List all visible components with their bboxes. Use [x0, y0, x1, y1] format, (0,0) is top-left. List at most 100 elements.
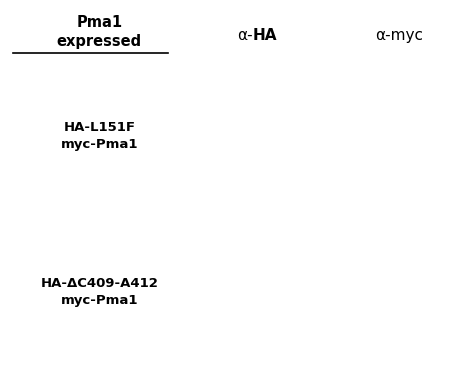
Ellipse shape [225, 221, 292, 280]
Ellipse shape [345, 157, 392, 194]
Ellipse shape [264, 168, 306, 203]
Ellipse shape [414, 77, 457, 115]
Ellipse shape [399, 112, 456, 161]
Ellipse shape [378, 72, 426, 111]
Ellipse shape [209, 170, 246, 201]
Ellipse shape [228, 103, 287, 181]
Ellipse shape [355, 107, 415, 159]
Ellipse shape [400, 114, 454, 159]
Ellipse shape [209, 171, 246, 200]
Ellipse shape [263, 250, 274, 262]
Ellipse shape [204, 64, 251, 105]
Ellipse shape [203, 63, 252, 105]
Ellipse shape [188, 101, 239, 166]
Ellipse shape [397, 162, 438, 197]
Ellipse shape [189, 102, 238, 165]
Ellipse shape [235, 73, 299, 129]
Ellipse shape [204, 64, 252, 105]
Ellipse shape [415, 78, 456, 114]
Ellipse shape [413, 77, 458, 115]
Ellipse shape [344, 72, 384, 106]
Ellipse shape [354, 107, 416, 160]
Ellipse shape [234, 71, 300, 130]
Ellipse shape [392, 230, 456, 286]
Ellipse shape [399, 112, 456, 160]
Ellipse shape [397, 162, 438, 196]
Ellipse shape [271, 100, 319, 164]
Ellipse shape [234, 72, 300, 130]
Ellipse shape [203, 63, 252, 106]
Ellipse shape [212, 270, 229, 287]
Ellipse shape [378, 72, 426, 111]
Ellipse shape [344, 71, 384, 106]
Ellipse shape [401, 114, 454, 159]
Ellipse shape [354, 106, 417, 161]
Ellipse shape [227, 102, 287, 182]
Ellipse shape [397, 162, 438, 196]
Ellipse shape [208, 169, 247, 201]
Ellipse shape [194, 248, 247, 316]
Ellipse shape [209, 170, 246, 201]
Ellipse shape [234, 326, 255, 350]
Ellipse shape [236, 329, 253, 347]
Ellipse shape [228, 104, 286, 181]
Ellipse shape [237, 330, 252, 346]
Text: Pma1
expressed: Pma1 expressed [57, 16, 142, 49]
Ellipse shape [414, 77, 457, 115]
Ellipse shape [345, 157, 392, 194]
Ellipse shape [344, 156, 392, 194]
Ellipse shape [203, 63, 252, 105]
Ellipse shape [413, 77, 458, 115]
Ellipse shape [236, 73, 298, 128]
Ellipse shape [270, 99, 320, 165]
Ellipse shape [204, 64, 251, 105]
Ellipse shape [407, 277, 459, 346]
Ellipse shape [399, 112, 455, 160]
Ellipse shape [215, 315, 273, 361]
Ellipse shape [400, 113, 455, 160]
Ellipse shape [356, 108, 415, 159]
Ellipse shape [213, 270, 228, 287]
Ellipse shape [397, 162, 438, 196]
Ellipse shape [265, 168, 305, 202]
Ellipse shape [264, 168, 306, 203]
Ellipse shape [236, 73, 298, 128]
Ellipse shape [355, 108, 415, 159]
Ellipse shape [355, 107, 416, 159]
Ellipse shape [376, 71, 428, 112]
Ellipse shape [346, 211, 405, 292]
Ellipse shape [204, 64, 251, 105]
Ellipse shape [400, 113, 455, 159]
Ellipse shape [414, 78, 457, 114]
Ellipse shape [234, 72, 300, 130]
Ellipse shape [271, 100, 319, 163]
Ellipse shape [354, 107, 416, 160]
Ellipse shape [277, 293, 288, 305]
Ellipse shape [214, 272, 227, 285]
Ellipse shape [271, 100, 319, 164]
Ellipse shape [228, 104, 286, 180]
Ellipse shape [270, 100, 319, 164]
Ellipse shape [228, 103, 286, 181]
Ellipse shape [399, 112, 456, 160]
Ellipse shape [270, 99, 320, 165]
Ellipse shape [235, 72, 299, 129]
Ellipse shape [228, 104, 286, 181]
Ellipse shape [397, 163, 438, 196]
Ellipse shape [377, 71, 427, 112]
Ellipse shape [414, 77, 457, 115]
Ellipse shape [413, 77, 458, 115]
Ellipse shape [261, 249, 275, 264]
Ellipse shape [414, 78, 457, 115]
Ellipse shape [354, 106, 417, 160]
Ellipse shape [265, 169, 305, 202]
Ellipse shape [203, 63, 253, 106]
Ellipse shape [265, 169, 305, 202]
Text: HA-ΔC409-A412
myc-Pma1: HA-ΔC409-A412 myc-Pma1 [40, 277, 158, 307]
Ellipse shape [228, 105, 285, 180]
Ellipse shape [398, 163, 437, 196]
Ellipse shape [414, 78, 457, 114]
Ellipse shape [237, 330, 252, 346]
Ellipse shape [264, 168, 306, 203]
Ellipse shape [235, 73, 299, 128]
